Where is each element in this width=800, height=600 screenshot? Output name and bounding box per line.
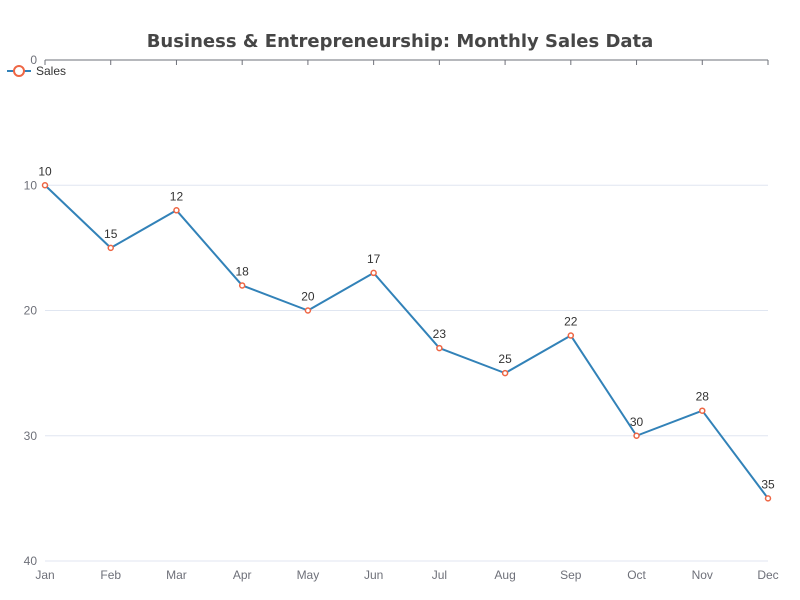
data-point: [501, 369, 509, 377]
data-point: [107, 244, 114, 252]
data-point: [173, 207, 180, 214]
y-tick-label: 40: [24, 554, 38, 568]
y-tick-label: 10: [24, 178, 38, 192]
y-tick-label: 0: [30, 53, 37, 67]
data-point: [41, 182, 49, 189]
data-point: [370, 269, 377, 277]
chart-title: Business & Entrepreneurship: Monthly Sal…: [146, 31, 654, 52]
data-label: 15: [104, 227, 118, 241]
y-tick-label: 30: [24, 429, 38, 443]
series-sales: [41, 182, 772, 502]
x-tick-label: Dec: [757, 568, 778, 582]
x-tick-label: Mar: [166, 568, 187, 582]
x-tick-label: Aug: [494, 568, 515, 582]
data-label: 18: [236, 264, 250, 278]
x-tick-label: May: [297, 568, 320, 582]
data-label: 23: [433, 327, 447, 341]
data-label: 20: [301, 290, 315, 304]
y-tick-label: 20: [24, 304, 38, 318]
x-tick-label: Feb: [100, 568, 121, 582]
data-label: 22: [564, 315, 578, 329]
x-tick-label: Oct: [627, 568, 646, 582]
data-label: 12: [170, 189, 184, 203]
data-point: [764, 495, 772, 502]
legend-line-circle-icon: [7, 65, 31, 77]
grid-lines: [45, 184, 768, 562]
data-label: 17: [367, 252, 381, 266]
data-labels: 10 15 12 18 20 17 23 25 22 30 28 35: [38, 164, 775, 491]
x-tick-label: Jun: [364, 568, 383, 582]
x-tick-label: Jul: [432, 568, 447, 582]
x-tick-label: Nov: [692, 568, 713, 582]
data-point: [304, 307, 312, 314]
data-label: 10: [38, 164, 52, 178]
data-point: [567, 332, 575, 339]
x-tick-label: Jan: [35, 568, 54, 582]
data-label: 25: [498, 352, 512, 366]
data-point: [633, 432, 640, 439]
series-line: [44, 184, 769, 499]
data-label: 28: [696, 390, 710, 404]
data-point: [436, 344, 443, 352]
x-tick-label: Apr: [233, 568, 252, 582]
data-label: 35: [761, 477, 775, 491]
x-tick-label: Sep: [560, 568, 582, 582]
legend[interactable]: Sales: [6, 63, 66, 79]
data-point: [238, 282, 246, 289]
data-point: [699, 407, 706, 414]
data-label: 30: [630, 415, 644, 429]
legend-label-sales: Sales: [36, 64, 67, 78]
